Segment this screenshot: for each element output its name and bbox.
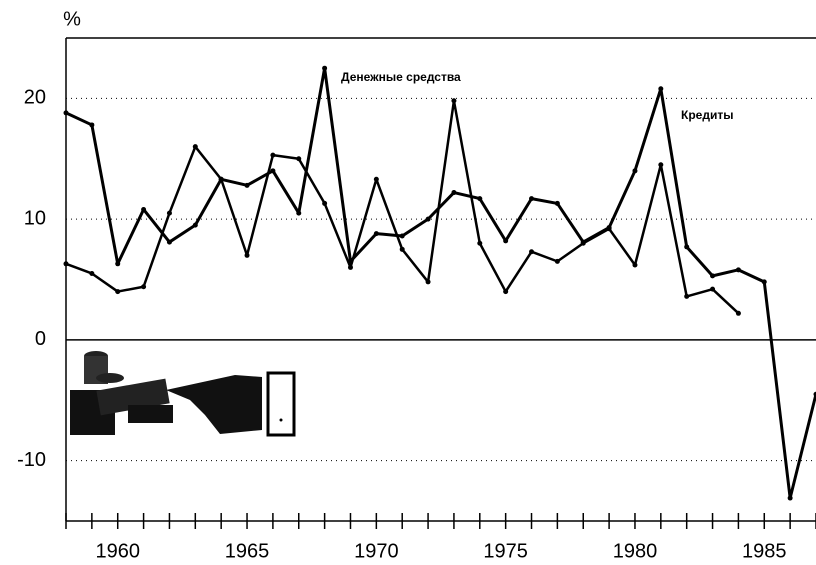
series-line	[66, 68, 816, 498]
x-tick-label: 1970	[354, 540, 399, 562]
data-point	[141, 284, 146, 289]
data-point	[167, 240, 172, 245]
data-point	[296, 156, 301, 161]
data-point	[270, 153, 275, 158]
y-tick-label: 10	[24, 207, 46, 229]
data-point	[322, 201, 327, 206]
data-point	[426, 217, 431, 222]
data-point	[658, 86, 663, 91]
data-point	[658, 162, 663, 167]
data-point	[64, 261, 69, 266]
data-point	[115, 289, 120, 294]
data-point	[632, 263, 637, 268]
x-tick-label: 1985	[742, 540, 787, 562]
chart: % Денежные средства Кредиты -10 0 10 20 1960…	[0, 0, 816, 565]
data-point	[400, 247, 405, 252]
data-point	[245, 183, 250, 188]
data-point	[762, 279, 767, 284]
data-point	[477, 241, 482, 246]
data-point	[607, 226, 612, 231]
data-point	[451, 98, 456, 103]
data-point	[270, 168, 275, 173]
data-point	[736, 267, 741, 272]
data-point	[581, 241, 586, 246]
data-point	[245, 253, 250, 258]
data-point	[89, 271, 94, 276]
data-point	[296, 211, 301, 216]
data-point	[141, 207, 146, 212]
data-point	[115, 261, 120, 266]
data-point	[426, 279, 431, 284]
data-point	[348, 265, 353, 270]
y-axis-label: %	[63, 8, 81, 30]
series-line	[66, 101, 738, 314]
x-tick-label: 1975	[483, 540, 528, 562]
data-point	[374, 231, 379, 236]
clip-art	[70, 351, 294, 435]
y-tick-label: -10	[17, 449, 46, 471]
data-point	[64, 110, 69, 115]
data-point	[167, 211, 172, 216]
series-label: Денежные средства	[341, 70, 461, 84]
data-point	[788, 496, 793, 501]
data-point	[632, 168, 637, 173]
data-point	[193, 144, 198, 149]
data-point	[710, 273, 715, 278]
data-point	[219, 177, 224, 182]
y-tick-label: 0	[35, 328, 46, 350]
data-point	[477, 196, 482, 201]
data-point	[193, 223, 198, 228]
data-point	[684, 244, 689, 249]
data-point	[684, 294, 689, 299]
x-tick-label: 1960	[95, 540, 140, 562]
data-point	[529, 249, 534, 254]
data-point	[374, 177, 379, 182]
series-label: Кредиты	[681, 108, 733, 122]
data-point	[736, 311, 741, 316]
data-point	[503, 289, 508, 294]
data-point	[400, 234, 405, 239]
x-tick-label: 1965	[225, 540, 270, 562]
data-point	[322, 66, 327, 71]
data-point	[529, 196, 534, 201]
data-point	[451, 190, 456, 195]
data-point	[555, 259, 560, 264]
data-point	[503, 238, 508, 243]
x-tick-label: 1980	[613, 540, 658, 562]
data-point	[555, 201, 560, 206]
y-tick-label: 20	[24, 87, 46, 109]
data-point	[89, 122, 94, 127]
data-point	[710, 287, 715, 292]
